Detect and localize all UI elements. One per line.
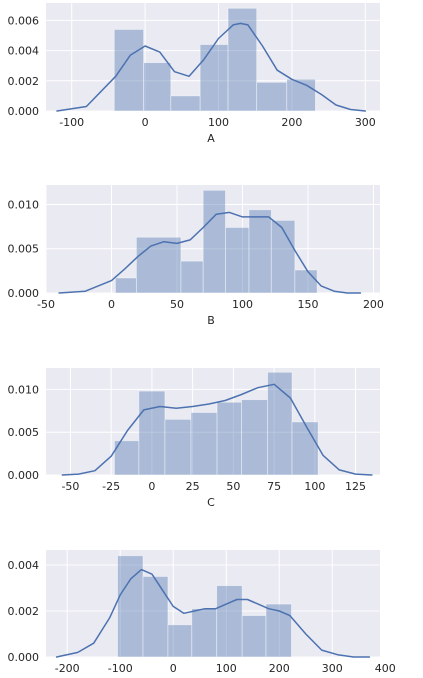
y-tick-label: 0.004 bbox=[8, 559, 40, 572]
histogram-bar bbox=[115, 277, 137, 294]
plot-area bbox=[46, 185, 380, 293]
histogram-bar bbox=[216, 585, 243, 658]
histogram-bar bbox=[291, 421, 319, 476]
y-tick-label: 0.006 bbox=[8, 14, 40, 27]
x-tick-label: 200 bbox=[269, 662, 290, 675]
histogram-bar bbox=[199, 44, 229, 112]
y-tick-label: 0.005 bbox=[8, 243, 40, 256]
x-axis-label: C bbox=[207, 496, 215, 509]
kde-line bbox=[55, 568, 371, 658]
x-tick-label: 50 bbox=[170, 298, 184, 311]
kde-line bbox=[61, 383, 373, 476]
histogram-bar bbox=[248, 209, 272, 294]
x-tick-label: 100 bbox=[232, 298, 253, 311]
x-tick-label: 100 bbox=[216, 662, 237, 675]
x-tick-label: 0 bbox=[148, 480, 155, 493]
y-tick-label: 0.005 bbox=[8, 426, 40, 439]
kde-line bbox=[56, 22, 367, 112]
y-tick-label: 0.000 bbox=[8, 287, 40, 300]
x-tick-label: 100 bbox=[208, 116, 229, 129]
x-tick-label: -200 bbox=[55, 662, 80, 675]
y-tick-label: 0.000 bbox=[8, 651, 40, 664]
y-tick-label: 0.002 bbox=[8, 605, 40, 618]
histogram-bar bbox=[191, 608, 218, 658]
histogram-bar bbox=[113, 29, 145, 112]
plot-area bbox=[46, 3, 380, 111]
x-tick-label: 75 bbox=[267, 480, 281, 493]
histogram-bar bbox=[135, 236, 182, 294]
histogram-bar bbox=[138, 390, 166, 476]
histogram-bar bbox=[190, 412, 218, 476]
subplot-C: -50 -25 0 25 50 75 100 125 0.000 0.005 0.010 C bbox=[8, 368, 380, 509]
plot-area bbox=[46, 550, 380, 657]
y-tick-label: 0.000 bbox=[8, 469, 40, 482]
kde-line bbox=[58, 211, 362, 294]
x-tick-label: 25 bbox=[186, 480, 200, 493]
x-tick-label: 100 bbox=[304, 480, 325, 493]
y-tick-label: 0.010 bbox=[8, 383, 40, 396]
x-tick-label: -50 bbox=[61, 480, 79, 493]
histogram-bar bbox=[170, 95, 201, 112]
histogram-bar bbox=[241, 615, 267, 658]
x-tick-label: 300 bbox=[355, 116, 376, 129]
histogram-bar bbox=[164, 418, 192, 476]
x-tick-label: 0 bbox=[170, 662, 177, 675]
y-tick-label: 0.002 bbox=[8, 75, 40, 88]
x-tick-label: 150 bbox=[297, 298, 318, 311]
histogram-bar bbox=[265, 603, 292, 658]
histogram-bar bbox=[143, 62, 172, 112]
histogram-bar bbox=[267, 371, 293, 476]
y-tick-label: 0.000 bbox=[8, 105, 40, 118]
x-tick-label: -100 bbox=[108, 662, 133, 675]
x-tick-label: 50 bbox=[226, 480, 240, 493]
histogram-bar bbox=[142, 576, 169, 658]
y-tick-label: 0.004 bbox=[8, 45, 40, 58]
x-tick-label: -100 bbox=[59, 116, 84, 129]
x-tick-label: 300 bbox=[322, 662, 343, 675]
histogram-bar bbox=[256, 81, 288, 112]
x-tick-label: 125 bbox=[345, 480, 366, 493]
histogram-bar bbox=[241, 399, 268, 476]
x-axis-label: B bbox=[207, 314, 215, 327]
y-tick-label: 0.010 bbox=[8, 198, 40, 211]
x-tick-label: 0 bbox=[108, 298, 115, 311]
histogram-bar bbox=[286, 78, 316, 112]
x-tick-label: 200 bbox=[281, 116, 302, 129]
histogram-bar bbox=[270, 220, 296, 294]
x-tick-label: 400 bbox=[375, 662, 396, 675]
histogram-bar bbox=[114, 440, 140, 476]
x-tick-label: 0 bbox=[142, 116, 149, 129]
subplot-4: -200 -100 0 100 200 300 400 0.000 0.002 0.004 bbox=[8, 550, 396, 675]
histogram-bar bbox=[225, 227, 250, 294]
histogram-bar bbox=[180, 260, 204, 294]
x-axis-label: A bbox=[207, 132, 215, 145]
x-tick-label: -25 bbox=[102, 480, 120, 493]
subplot-B: -50 0 50 100 150 200 0.000 0.005 0.010 B bbox=[8, 185, 384, 327]
histogram-bar bbox=[294, 269, 318, 294]
x-tick-label: 200 bbox=[363, 298, 384, 311]
histogram-bar bbox=[202, 189, 226, 294]
subplot-A: -100 0 100 200 300 0.000 0.002 0.004 0.006 A bbox=[8, 3, 380, 145]
histogram-bar bbox=[216, 401, 242, 476]
x-tick-label: -50 bbox=[37, 298, 55, 311]
histogram-bar bbox=[167, 624, 193, 658]
